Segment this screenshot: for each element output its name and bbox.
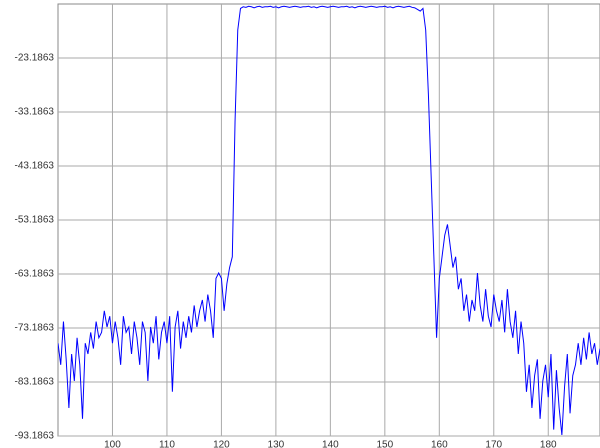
y-tick-label: -53.1863 <box>15 215 55 226</box>
x-tick-label: 140 <box>322 440 339 448</box>
y-tick-label: -93.1863 <box>15 431 55 442</box>
x-tick-label: 100 <box>104 440 121 448</box>
y-tick-label: -43.1863 <box>15 161 55 172</box>
y-tick-label: -23.1863 <box>15 53 55 64</box>
x-tick-label: 170 <box>485 440 502 448</box>
x-tick-label: 150 <box>376 440 393 448</box>
x-tick-label: 180 <box>540 440 557 448</box>
x-tick-label: 130 <box>268 440 285 448</box>
x-tick-label: 120 <box>213 440 230 448</box>
trace-line <box>58 5 600 436</box>
x-tick-label: 110 <box>159 440 175 448</box>
x-tick-label: 160 <box>431 440 448 448</box>
y-tick-label: -33.1863 <box>15 107 55 118</box>
y-tick-label: -83.1863 <box>15 377 55 388</box>
y-tick-label: -73.1863 <box>15 323 55 334</box>
y-tick-label: -63.1863 <box>15 269 55 280</box>
